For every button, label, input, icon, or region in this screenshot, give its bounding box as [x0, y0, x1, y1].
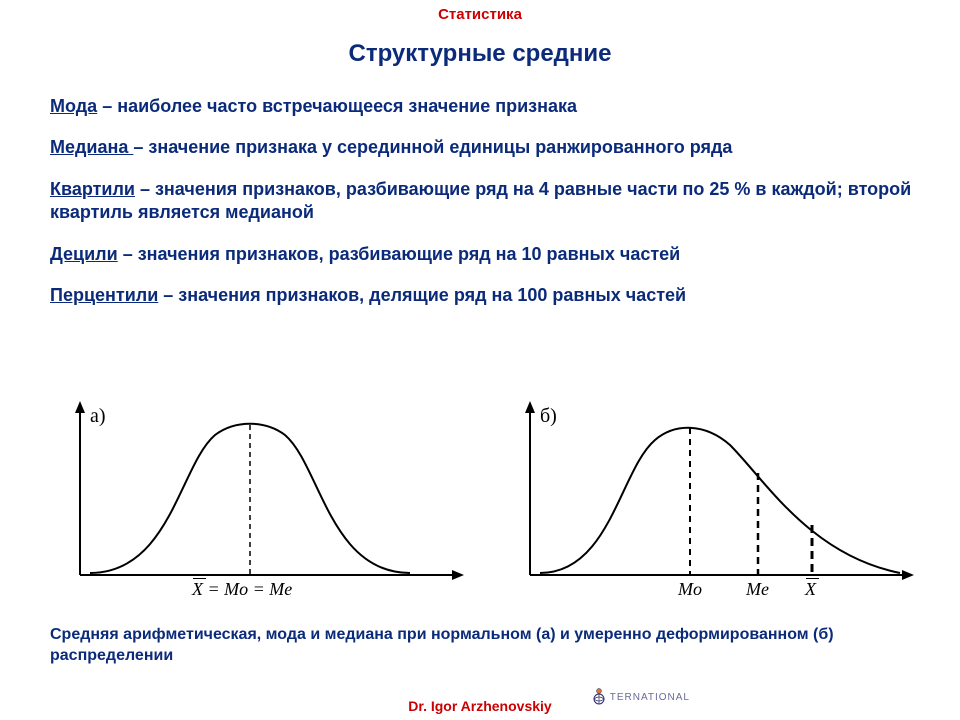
- definitions-block: Мода – наиболее часто встречающееся знач…: [50, 95, 920, 325]
- def-deciles-text: – значения признаков, разбивающие ряд на…: [118, 244, 681, 264]
- term-quartiles: Квартили: [50, 179, 135, 199]
- def-median-text: – значение признака у серединной единицы…: [133, 137, 732, 157]
- chart-b: б) Mo Me X: [500, 395, 920, 615]
- term-percentiles: Перцентили: [50, 285, 158, 305]
- definition-mode: Мода – наиболее часто встречающееся знач…: [50, 95, 920, 118]
- def-mode-text: – наиболее часто встречающееся значение …: [97, 96, 577, 116]
- definition-percentiles: Перцентили – значения признаков, делящие…: [50, 284, 920, 307]
- chart-a: а) X = Mo = Me: [50, 395, 470, 615]
- definition-median: Медиана – значение признака у серединной…: [50, 136, 920, 159]
- figure-caption: Средняя арифметическая, мода и медиана п…: [50, 625, 920, 667]
- slide: Статистика Структурные средние Мода – на…: [0, 0, 960, 720]
- term-deciles: Децили: [50, 244, 118, 264]
- chart-a-axis-text: X = Mo = Me: [192, 579, 292, 600]
- footer-author: Dr. Igor Arzhenovskiy: [0, 698, 960, 714]
- chart-b-svg: [500, 395, 920, 605]
- footer-logo-text: TERNATIONAL: [610, 692, 690, 703]
- definition-deciles: Децили – значения признаков, разбивающие…: [50, 243, 920, 266]
- page-title: Структурные средние: [0, 40, 960, 68]
- chart-b-label: б): [540, 405, 557, 428]
- def-percentiles-text: – значения признаков, делящие ряд на 100…: [158, 285, 686, 305]
- globe-icon: [592, 687, 606, 708]
- page-header: Статистика: [0, 6, 960, 23]
- footer-logo: TERNATIONAL: [592, 687, 690, 708]
- chart-b-label-me: Me: [746, 579, 769, 600]
- definition-quartiles: Квартили – значения признаков, разбивающ…: [50, 178, 920, 225]
- def-quartiles-text: – значения признаков, разбивающие ряд на…: [50, 179, 911, 222]
- chart-a-label: а): [90, 405, 106, 428]
- charts-row: а) X = Mo = Me б) Mo Me X: [50, 395, 920, 615]
- term-mode: Мода: [50, 96, 97, 116]
- chart-a-svg: [50, 395, 470, 605]
- chart-b-label-xbar: X: [805, 579, 816, 600]
- term-median: Медиана: [50, 137, 133, 157]
- chart-b-label-mo: Mo: [678, 579, 702, 600]
